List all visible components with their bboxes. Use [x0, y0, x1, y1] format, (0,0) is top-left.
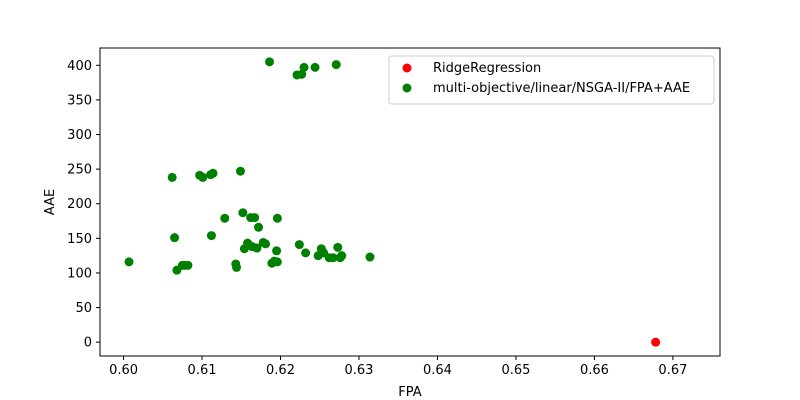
point-nsga: [299, 62, 309, 72]
x-axis: 0.60 0.61 0.62 0.63 0.64 0.65 0.66 0.67: [109, 356, 687, 378]
point-nsga: [183, 260, 193, 270]
point-nsga: [167, 172, 177, 182]
legend-label-ridgeregression: RidgeRegression: [433, 61, 541, 76]
plot-frame: [99, 47, 721, 357]
point-nsga: [124, 257, 134, 267]
x-tick-label: 0.63: [345, 363, 374, 378]
point-nsga: [294, 240, 304, 250]
x-tick-label: 0.61: [188, 363, 217, 378]
point-nsga: [272, 246, 282, 256]
point-nsga: [297, 69, 307, 79]
point-nsga: [265, 57, 275, 67]
point-nsga: [272, 257, 282, 267]
point-nsga: [365, 252, 375, 262]
point-nsga: [250, 213, 260, 223]
point-nsga: [254, 222, 264, 232]
x-tick-label: 0.62: [266, 363, 295, 378]
point-nsga: [235, 166, 245, 176]
point-nsga: [310, 62, 320, 72]
point-nsga: [238, 208, 248, 218]
y-tick-label: 250: [67, 163, 92, 178]
point-nsga: [328, 253, 338, 263]
y-axis: 0 50 100 150 200 250 300 350 400: [67, 59, 100, 351]
point-nsga: [220, 213, 230, 223]
x-tick-label: 0.65: [501, 363, 530, 378]
y-tick-label: 150: [67, 232, 92, 247]
x-tick-label: 0.67: [658, 363, 687, 378]
y-tick-label: 300: [67, 128, 92, 143]
y-axis-label: AAE: [43, 189, 58, 215]
point-nsga: [272, 213, 282, 223]
point-nsga: [301, 248, 311, 258]
point-nsga: [208, 168, 218, 178]
legend-label-nsga: multi-objective/linear/NSGA-II/FPA+AAE: [433, 81, 690, 96]
x-tick-label: 0.64: [423, 363, 452, 378]
legend: RidgeRegression multi-objective/linear/N…: [388, 55, 715, 105]
y-tick-label: 200: [67, 197, 92, 212]
y-tick-label: 400: [67, 59, 92, 74]
point-nsga: [170, 233, 180, 243]
y-tick-label: 50: [75, 301, 92, 316]
y-tick-label: 0: [84, 336, 92, 351]
legend-marker-ridgeregression: [402, 63, 412, 73]
data-points: [124, 57, 661, 347]
point-nsga: [337, 251, 347, 261]
x-tick-label: 0.66: [580, 363, 609, 378]
y-tick-label: 350: [67, 93, 92, 108]
point-nsga: [333, 242, 343, 252]
point-nsga: [206, 231, 216, 241]
point-nsga: [198, 172, 208, 182]
legend-marker-nsga: [402, 83, 412, 93]
point-ridgeregression: [651, 337, 661, 347]
point-nsga: [261, 239, 271, 249]
y-tick-label: 100: [67, 266, 92, 281]
point-nsga: [331, 60, 341, 70]
x-axis-label: FPA: [398, 385, 421, 400]
legend-box: [388, 55, 715, 105]
point-nsga: [252, 243, 262, 253]
x-tick-label: 0.60: [109, 363, 138, 378]
point-nsga: [232, 262, 242, 272]
